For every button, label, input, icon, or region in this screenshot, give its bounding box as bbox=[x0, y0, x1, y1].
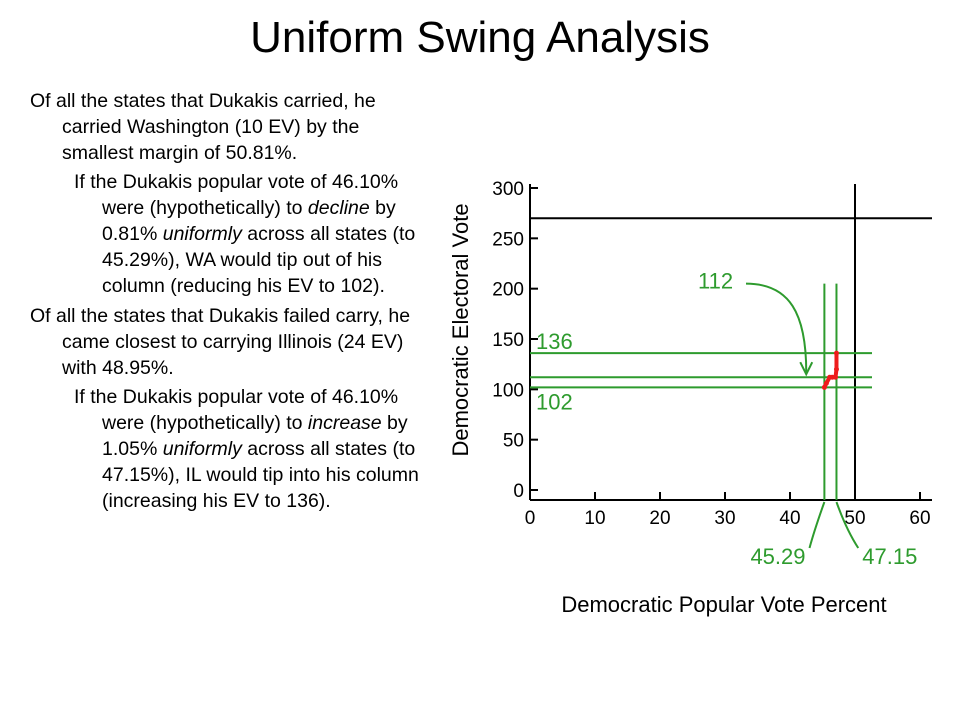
y-tick-label: 250 bbox=[492, 229, 524, 250]
y-tick-label: 150 bbox=[492, 330, 524, 351]
data-point bbox=[833, 366, 839, 372]
x-axis-label: Democratic Popular Vote Percent bbox=[561, 592, 886, 617]
y-axis-label-group: Democratic Electoral Vote bbox=[448, 203, 473, 456]
y-tick-label: 50 bbox=[503, 431, 524, 452]
paragraph-increase: If the Dukakis popular vote of 46.10% we… bbox=[74, 386, 419, 512]
callout-arrow-47-15 bbox=[835, 501, 860, 549]
ev-label-112: 112 bbox=[698, 269, 733, 294]
x-tick-label: 40 bbox=[779, 508, 800, 529]
y-tick-label: 200 bbox=[492, 280, 524, 301]
slide-title: Uniform Swing Analysis bbox=[250, 13, 710, 62]
y-tick-label: 100 bbox=[492, 380, 524, 401]
data-point bbox=[833, 374, 838, 380]
chart-plot-area: 0 50 100 150 200 250 300 0 10 20 30 40 50 60 136 102 112… bbox=[492, 179, 932, 569]
uniform-swing-chart: Democratic Electoral Vote 05010015020025… bbox=[448, 179, 932, 617]
pv-label-45-29: 45.29 bbox=[750, 544, 805, 569]
paragraph-decline: If the Dukakis popular vote of 46.10% we… bbox=[74, 171, 416, 297]
y-tick-label: 0 bbox=[513, 481, 524, 502]
x-tick-label: 50 bbox=[844, 508, 865, 529]
paragraph-illinois: Of all the states that Dukakis failed ca… bbox=[30, 305, 411, 379]
pv-label-47-15: 47.15 bbox=[862, 544, 917, 569]
slide-body: Of all the states that Dukakis carried, … bbox=[30, 88, 430, 518]
data-point bbox=[821, 384, 827, 390]
data-point bbox=[823, 380, 829, 386]
callout-arrowhead-112 bbox=[799, 361, 814, 377]
callout-arrow-45-29 bbox=[808, 501, 826, 549]
x-tick-label: 60 bbox=[909, 508, 930, 529]
paragraph-washington: Of all the states that Dukakis carried, … bbox=[30, 90, 376, 164]
callout-arrow-112 bbox=[745, 282, 808, 373]
ev-label-136: 136 bbox=[536, 329, 573, 354]
data-point bbox=[833, 350, 839, 356]
ev-label-102: 102 bbox=[536, 389, 573, 414]
y-axis-label: Democratic Electoral Vote bbox=[448, 203, 473, 456]
x-tick-label: 30 bbox=[714, 508, 735, 529]
x-tick-label: 0 bbox=[525, 508, 536, 529]
x-tick-label: 20 bbox=[649, 508, 670, 529]
y-tick-label: 300 bbox=[492, 179, 524, 200]
x-tick-label: 10 bbox=[584, 508, 605, 529]
